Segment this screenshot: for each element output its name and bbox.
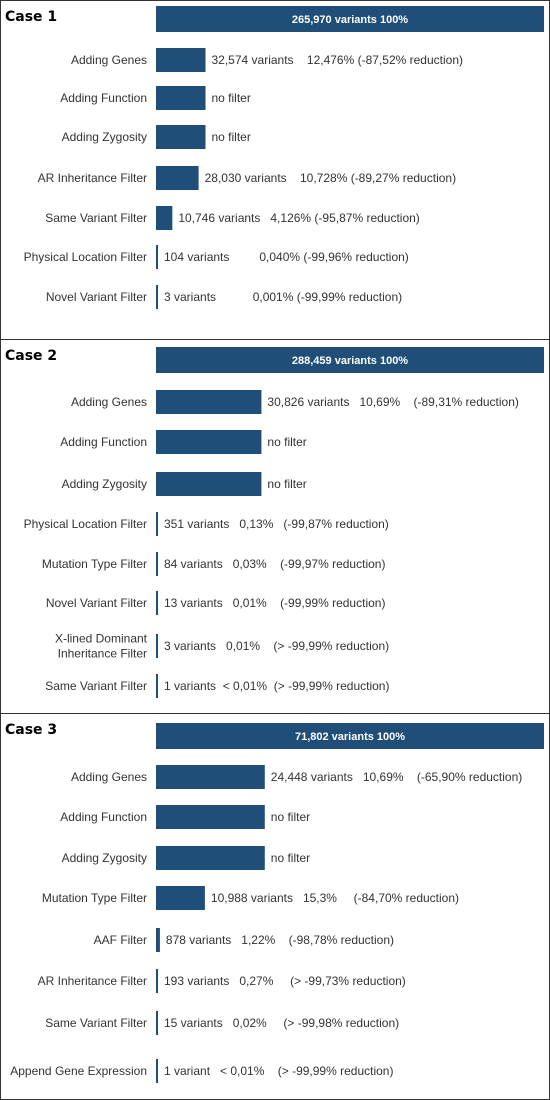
category-label: Adding Genes: [71, 395, 147, 409]
variant-bar: [156, 765, 265, 789]
category-label: Inheritance Filter: [58, 647, 147, 661]
category-label: Append Gene Expression: [10, 1064, 147, 1078]
data-label: 3 variants 0,001% (-99,99% reduction): [164, 290, 402, 304]
data-label: 351 variants 0,13% (-99,87% reduction): [164, 517, 389, 531]
data-label: 1 variant < 0,01% (> -99,99% reduction): [164, 1064, 393, 1078]
variant-bar: [156, 245, 158, 269]
category-label: Adding Genes: [71, 770, 147, 784]
data-label: 84 variants 0,03% (-99,97% reduction): [164, 557, 385, 571]
category-label: AR Inheritance Filter: [38, 974, 147, 988]
data-label: 24,448 variants 10,69% (-65,90% reductio…: [271, 770, 522, 784]
data-label: 10,988 variants 15,3% (-84,70% reduction…: [211, 891, 459, 905]
variant-bar: [156, 430, 262, 454]
category-label: Same Variant Filter: [45, 679, 147, 693]
data-label: 32,574 variants 12,476% (-87,52% reducti…: [212, 53, 463, 67]
variant-bar: [156, 48, 206, 72]
variant-bar: [156, 1059, 158, 1083]
data-label: 15 variants 0,02% (> -99,98% reduction): [164, 1016, 399, 1030]
data-label: 104 variants 0,040% (-99,96% reduction): [164, 250, 409, 264]
case-1-panel: Case 1 265,970 variants 100% Adding Genes…: [0, 0, 550, 341]
variant-bar: [156, 166, 199, 190]
total-bar: [156, 723, 544, 749]
variant-bar: [156, 206, 173, 230]
category-label: Novel Variant Filter: [46, 290, 147, 304]
data-label: no filter: [271, 851, 310, 865]
case-title: Case 2: [5, 348, 58, 364]
case-2-chart: 288,459 variants 100% Adding Genes 30,826 …: [24, 347, 544, 698]
data-label: no filter: [271, 810, 310, 824]
variant-bar: [156, 390, 262, 414]
category-label: AAF Filter: [94, 933, 147, 947]
data-label: 1 variants < 0,01% (> -99,99% reduction): [164, 679, 389, 693]
category-label: Mutation Type Filter: [42, 557, 147, 571]
category-label: Adding Zygosity: [62, 130, 147, 144]
variant-bar: [156, 125, 206, 149]
data-label: no filter: [267, 477, 306, 491]
variant-bar: [156, 846, 265, 870]
data-label: no filter: [212, 130, 251, 144]
data-label: no filter: [267, 435, 306, 449]
total-bar: [156, 6, 544, 32]
variant-bar: [156, 969, 158, 993]
category-label: Adding Zygosity: [62, 851, 147, 865]
data-label: no filter: [212, 91, 251, 105]
data-label: 878 variants 1,22% (-98,78% reduction): [166, 933, 394, 947]
data-label: 13 variants 0,01% (-99,99% reduction): [164, 596, 385, 610]
case-3-panel: Case 3 71,802 variants 100% Adding Genes 2…: [0, 713, 550, 1100]
variant-bar: [156, 928, 160, 952]
data-label: 193 variants 0,27% (> -99,73% reduction): [164, 974, 406, 988]
case-1-chart: 265,970 variants 100% Adding Genes 32,574 …: [24, 6, 544, 309]
total-bar-label: 71,802 variants 100%: [295, 731, 405, 743]
variant-bar: [156, 552, 158, 576]
variant-bar: [156, 634, 158, 658]
variant-bar: [156, 674, 158, 698]
total-bar: [156, 347, 544, 373]
variant-bar: [156, 472, 262, 496]
total-bar-label: 288,459 variants 100%: [292, 355, 408, 367]
case-2-panel: Case 2 288,459 variants 100% Adding Genes…: [0, 339, 550, 715]
variant-bar: [156, 1011, 158, 1035]
category-label: Physical Location Filter: [24, 250, 147, 264]
data-label: 30,826 variants 10,69% (-89,31% reductio…: [267, 395, 518, 409]
category-label: AR Inheritance Filter: [38, 171, 147, 185]
variant-bar: [156, 285, 158, 309]
category-label: Adding Function: [60, 91, 147, 105]
category-label: X-lined Dominant: [55, 632, 148, 646]
category-label: Adding Function: [60, 435, 147, 449]
variant-bar: [156, 886, 205, 910]
variant-bar: [156, 512, 158, 536]
category-label: Same Variant Filter: [45, 211, 147, 225]
category-label: Adding Genes: [71, 53, 147, 67]
category-label: Physical Location Filter: [24, 517, 147, 531]
category-label: Novel Variant Filter: [46, 596, 147, 610]
category-label: Mutation Type Filter: [42, 891, 147, 905]
category-label: Adding Function: [60, 810, 147, 824]
variant-bar: [156, 86, 206, 110]
data-label: 28,030 variants 10,728% (-89,27% reducti…: [205, 171, 456, 185]
case-3-chart: 71,802 variants 100% Adding Genes 24,448 v…: [10, 723, 544, 1083]
category-label: Adding Zygosity: [62, 477, 147, 491]
total-bar-label: 265,970 variants 100%: [292, 14, 408, 26]
case-title: Case 3: [5, 722, 58, 738]
data-label: 3 variants 0,01% (> -99,99% reduction): [164, 639, 389, 653]
variant-bar: [156, 805, 265, 829]
category-label: Same Variant Filter: [45, 1016, 147, 1030]
data-label: 10,746 variants 4,126% (-95,87% reductio…: [178, 211, 419, 225]
variant-bar: [156, 591, 158, 615]
case-title: Case 1: [5, 9, 58, 25]
